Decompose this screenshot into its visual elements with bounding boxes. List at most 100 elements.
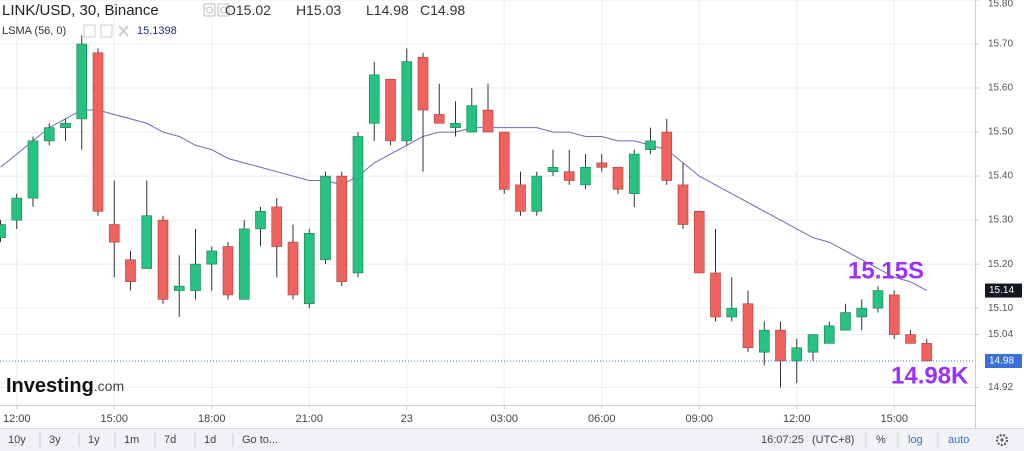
- x-tick-label: 15:00: [880, 413, 908, 425]
- price-marker-box: [985, 283, 1022, 298]
- candle-body: [531, 175, 543, 212]
- x-tick-label: 06:00: [588, 413, 616, 425]
- candle-body: [0, 224, 6, 239]
- candle-body: [823, 325, 835, 344]
- range-button[interactable]: 10y: [8, 434, 26, 446]
- candle-body: [807, 334, 819, 353]
- y-tick-label: 15.40: [988, 171, 1013, 182]
- candle-body: [742, 303, 754, 349]
- candle-body: [60, 122, 71, 128]
- range-button[interactable]: 1y: [88, 434, 100, 446]
- candle-body: [287, 241, 299, 296]
- ohlc-value: 14.98: [430, 2, 465, 18]
- candle-body: [92, 52, 104, 212]
- candle-body: [43, 127, 55, 142]
- ohlc-value: 15.03: [306, 2, 341, 18]
- candle-body: [710, 272, 721, 318]
- toolbar: [0, 428, 1024, 451]
- candle-body: [775, 329, 786, 362]
- candle-body: [433, 114, 445, 124]
- range-button[interactable]: 7d: [164, 434, 176, 446]
- candle-body: [791, 347, 803, 362]
- candle-body: [271, 206, 283, 247]
- y-tick-label: 15.70: [988, 39, 1013, 50]
- x-tick-label: 23: [401, 413, 413, 425]
- candle-body: [905, 334, 916, 344]
- x-tick-label: 12:00: [783, 413, 811, 425]
- candle-body: [840, 312, 851, 331]
- indicator-icons: [83, 24, 129, 38]
- ohlc-item: O15.02: [225, 2, 271, 18]
- range-button[interactable]: 3y: [49, 434, 61, 446]
- logo-suffix: .com: [94, 378, 124, 394]
- x-tick-label: 12:00: [3, 413, 31, 425]
- x-tick-label: 18:00: [198, 413, 226, 425]
- ohlc-label: C: [420, 2, 430, 18]
- logo-name: Investing: [6, 375, 94, 397]
- timezone[interactable]: (UTC+8): [812, 434, 854, 446]
- candle-body: [352, 136, 364, 274]
- candle-body: [125, 259, 136, 283]
- candle-body: [758, 329, 770, 353]
- plot: [0, 35, 975, 388]
- candle-body: [515, 184, 526, 212]
- candle-body: [856, 307, 868, 318]
- indicator-name: LSMA (56, 0): [2, 25, 66, 37]
- candle-body: [11, 197, 23, 221]
- candle-body: [238, 228, 250, 300]
- candle-body: [303, 233, 315, 305]
- candle-body: [255, 211, 266, 230]
- annotation: 14.98K: [891, 362, 969, 389]
- candle-body: [173, 285, 185, 291]
- y-tick-label: 15.30: [988, 215, 1013, 226]
- price-marker-label: 14.98: [989, 356, 1014, 367]
- y-tick-label: 15.80: [988, 0, 1013, 10]
- candle-body: [157, 219, 169, 300]
- y-tick-label: 15.60: [988, 83, 1013, 94]
- ohlc-item: C14.98: [420, 2, 465, 18]
- ohlc-item: H15.03: [296, 2, 341, 18]
- candle-body: [417, 56, 429, 111]
- price-marker-box: [985, 353, 1022, 368]
- ohlc-value: 15.02: [236, 2, 271, 18]
- range-button[interactable]: 1d: [204, 434, 216, 446]
- candle-body: [320, 175, 331, 261]
- candle-body: [628, 153, 640, 194]
- y-tick-label: 15.50: [988, 127, 1013, 138]
- option-button[interactable]: auto: [948, 434, 969, 446]
- header-icons: [203, 3, 230, 17]
- option-button[interactable]: %: [876, 434, 886, 446]
- ohlc-label: H: [296, 2, 306, 18]
- range-button[interactable]: Go to...: [242, 434, 278, 446]
- x-tick-label: 15:00: [100, 413, 128, 425]
- candle-body: [368, 74, 380, 124]
- y-tick-label: 15.10: [988, 303, 1013, 314]
- candle-body: [888, 294, 900, 335]
- logo: Investing.com: [6, 375, 124, 397]
- candle-body: [336, 175, 348, 283]
- indicator-value: 15.1398: [137, 25, 177, 37]
- candle-body: [385, 78, 396, 142]
- candle-body: [76, 43, 88, 120]
- ohlc-value: 14.98: [374, 2, 409, 18]
- ohlc-label: L: [366, 2, 374, 18]
- candle-body: [498, 131, 510, 190]
- candle-body: [190, 263, 201, 291]
- candle-body: [547, 166, 559, 172]
- candle-body: [466, 105, 478, 133]
- candle-body: [596, 162, 608, 168]
- y-tick-label: 14.92: [988, 382, 1013, 393]
- candle-body: [206, 250, 218, 265]
- candle-body: [401, 61, 413, 142]
- x-tick-label: 09:00: [685, 413, 713, 425]
- settings-icon[interactable]: [996, 434, 1008, 446]
- candle-body: [872, 290, 884, 309]
- price-marker-label: 15.14: [989, 285, 1014, 296]
- candle-body: [693, 211, 705, 274]
- candle-body: [661, 131, 673, 181]
- option-button[interactable]: log: [908, 434, 923, 446]
- candle-body: [645, 140, 656, 150]
- chart-title: LINK/USD, 30, Binance: [2, 2, 159, 19]
- range-button[interactable]: 1m: [124, 434, 139, 446]
